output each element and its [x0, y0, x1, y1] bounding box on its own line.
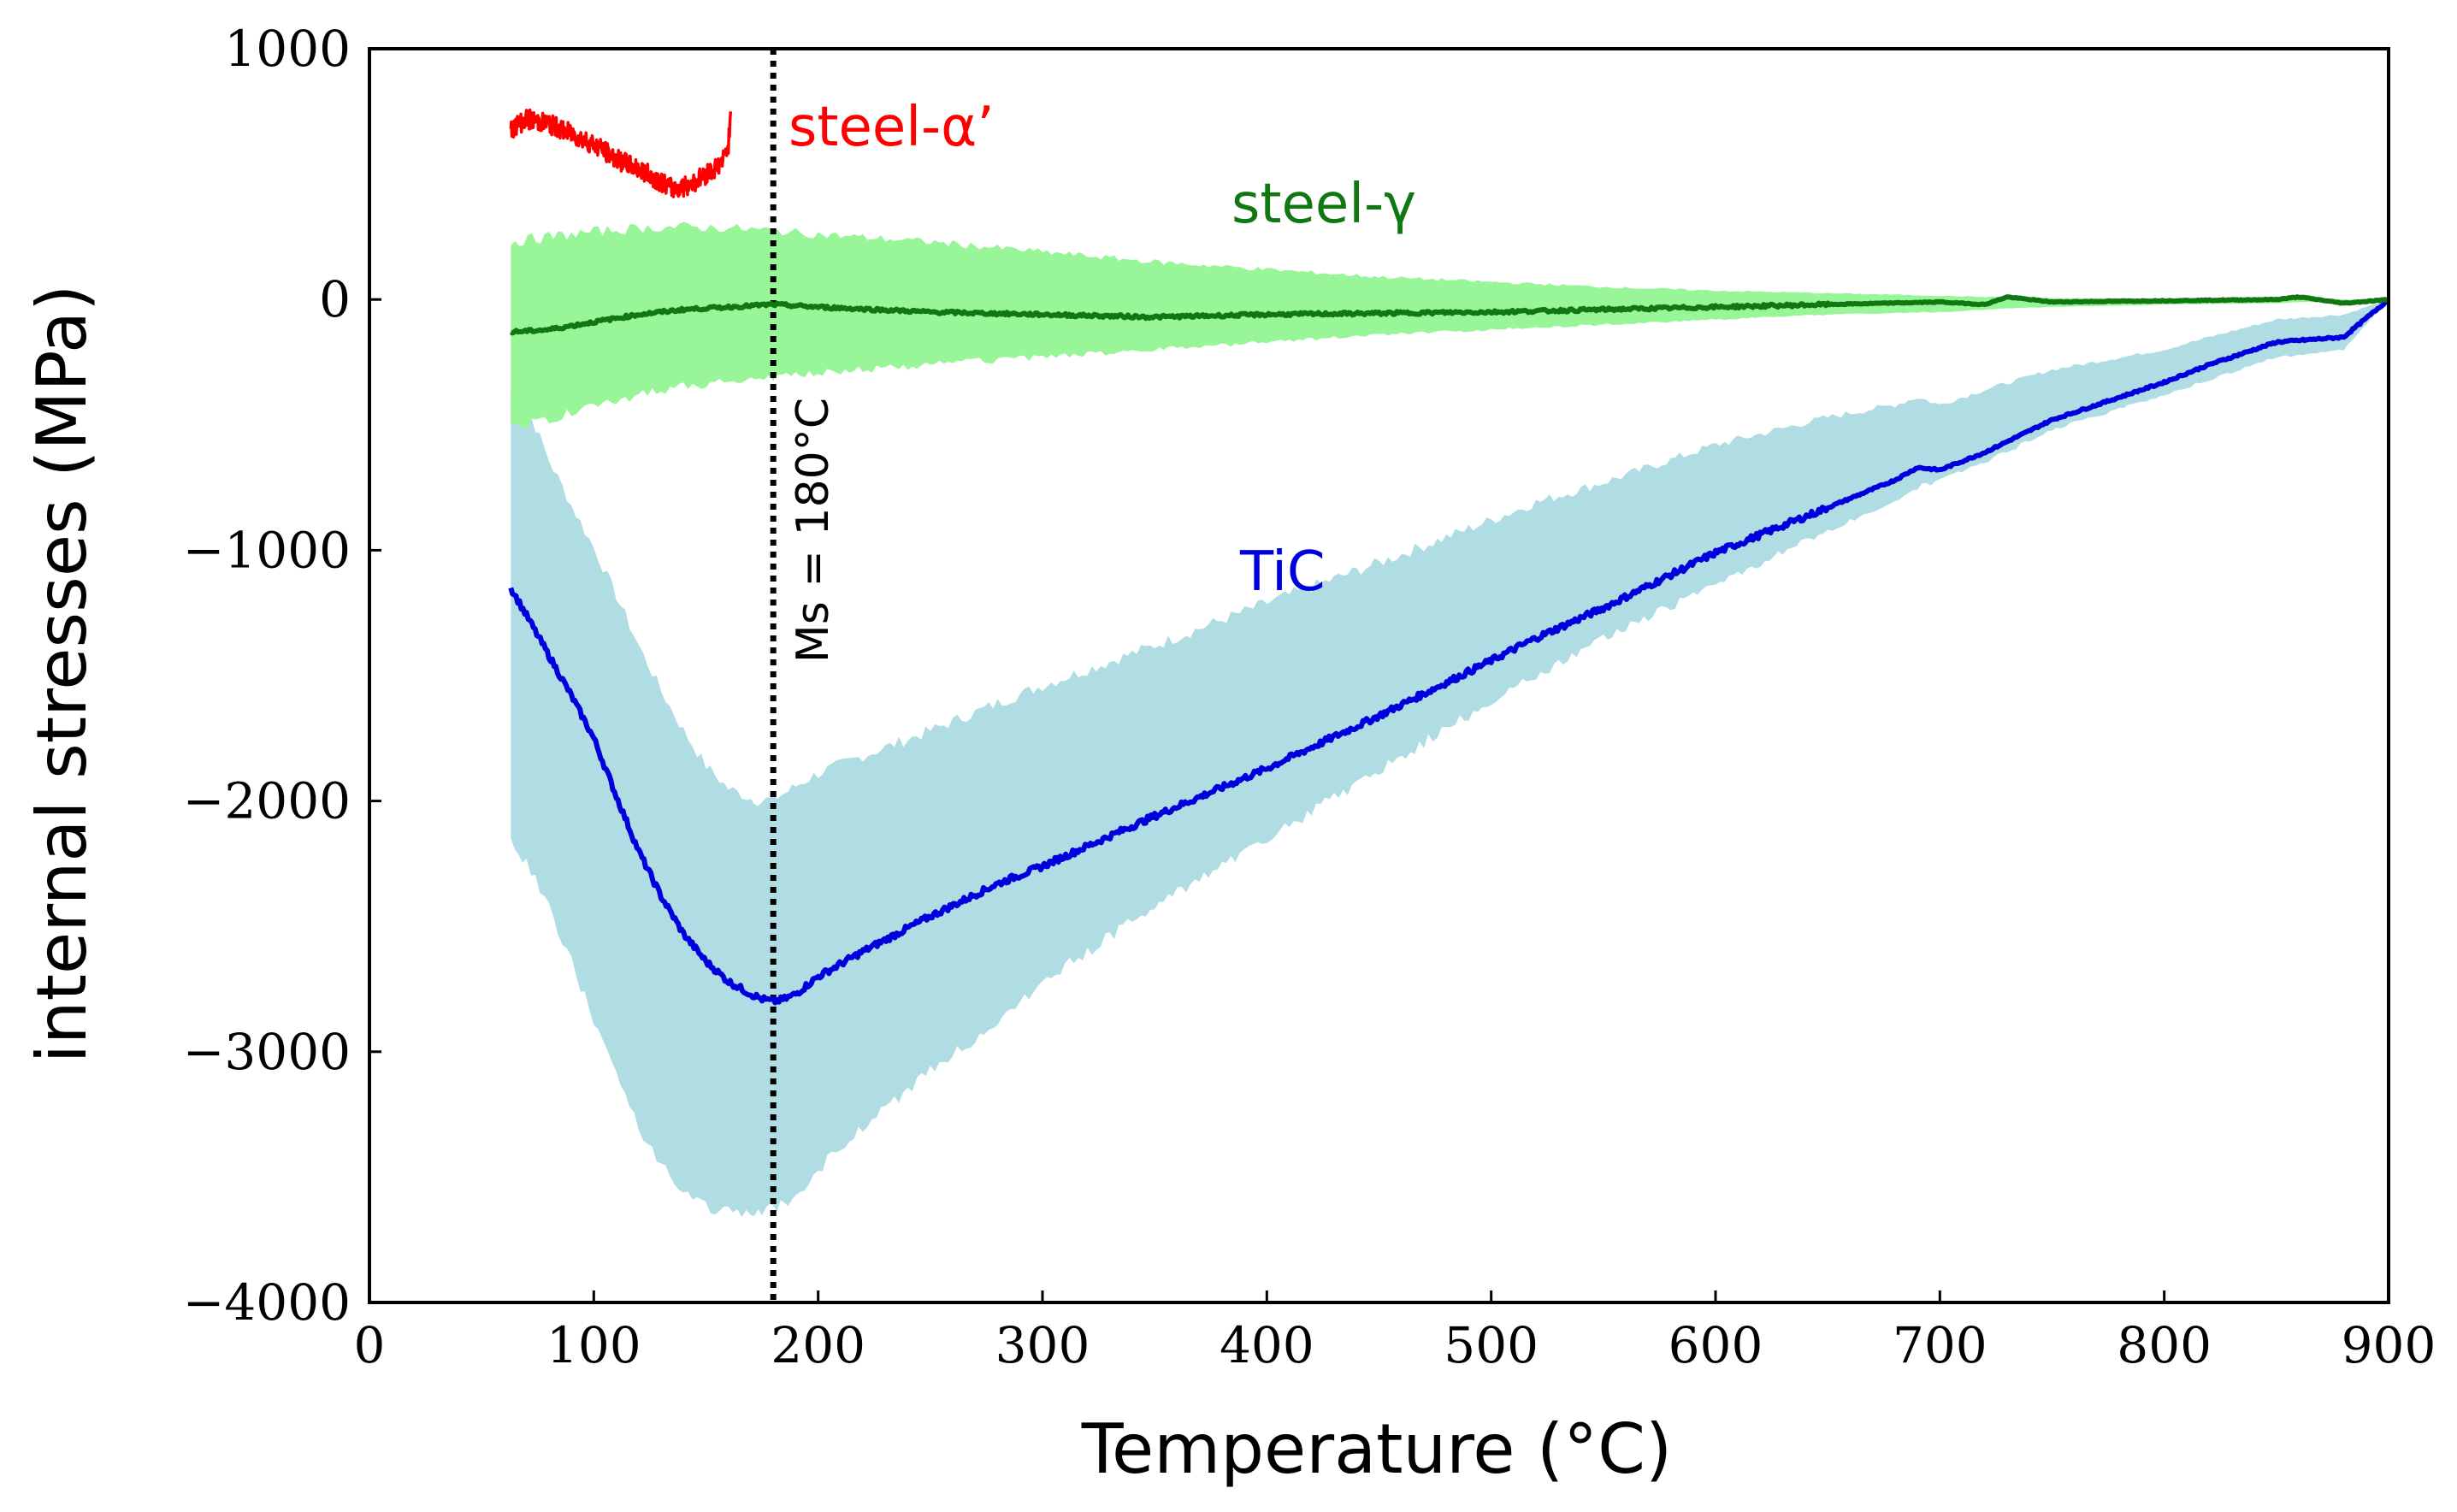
line-steel: [509, 294, 2389, 336]
y-axis-title: internal stresses (MPa): [22, 285, 102, 1064]
uncertainty-bands: [511, 221, 2389, 1218]
y-tick-label: −2000: [183, 772, 351, 830]
y-tick-label: −1000: [183, 521, 351, 579]
x-tick-label: 800: [2117, 1316, 2212, 1374]
x-tick-label: 600: [1669, 1316, 1763, 1374]
x-tick-label: 500: [1444, 1316, 1539, 1374]
x-tick-label: 700: [1893, 1316, 1987, 1374]
line-steel: [509, 108, 733, 198]
y-tick-label: −3000: [183, 1023, 351, 1081]
y-axis-ticks: 1000 0 −1000 −2000 −3000 −4000: [183, 20, 381, 1332]
ms-annotation: Ms = 180°C: [788, 398, 839, 663]
series-label-steel-gamma: steel-γ: [1231, 173, 1416, 236]
x-tick-label: 0: [354, 1316, 386, 1374]
x-tick-label: 900: [2342, 1316, 2436, 1374]
x-tick-label: 400: [1220, 1316, 1314, 1374]
series-lines: [508, 108, 2390, 1006]
y-tick-label: 1000: [224, 20, 351, 78]
y-tick-label: 0: [319, 270, 351, 328]
series-label-steel-alpha: steel-α’: [788, 96, 995, 159]
plot-frame: [368, 47, 2390, 1304]
x-axis-title: Temperature (°C): [1081, 1409, 1672, 1489]
line-tic: [508, 297, 2390, 1006]
x-tick-label: 100: [546, 1316, 641, 1374]
x-tick-label: 300: [995, 1316, 1090, 1374]
band-tic: [511, 299, 2389, 1218]
series-label-tic: TiC: [1239, 540, 1326, 604]
band-steel: [511, 221, 2389, 429]
x-tick-label: 200: [771, 1316, 865, 1374]
y-tick-label: −4000: [183, 1273, 351, 1332]
x-axis-ticks: 0 100 200 300 400 500 600 700 800 900: [354, 1291, 2436, 1374]
